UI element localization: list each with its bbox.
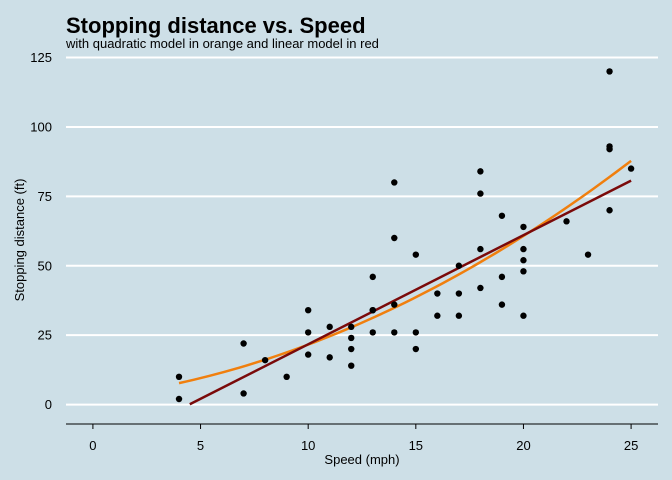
data-point xyxy=(391,329,398,336)
data-point xyxy=(498,212,506,219)
data-point xyxy=(477,284,484,292)
linear-fit-line xyxy=(189,179,632,406)
y-tick-label: 50 xyxy=(38,258,52,273)
chart-subtitle: with quadratic model in orange and linea… xyxy=(65,36,379,51)
data-point xyxy=(455,262,463,269)
data-point xyxy=(175,395,183,403)
y-tick-label: 25 xyxy=(38,328,52,343)
y-axis-label: Stopping distance (ft) xyxy=(12,179,27,302)
data-point xyxy=(240,390,247,397)
data-point xyxy=(326,323,333,331)
x-tick-label: 0 xyxy=(89,438,96,453)
fit-lines xyxy=(178,159,632,406)
x-tick-label: 10 xyxy=(301,438,315,453)
chart-title: Stopping distance vs. Speed xyxy=(66,13,366,38)
axes: 0 25 50 75 100 125 0 5 10 15 20 25 xyxy=(30,50,658,453)
data-point xyxy=(434,290,441,297)
gridlines xyxy=(66,56,658,406)
data-point xyxy=(391,179,398,186)
data-point xyxy=(520,245,527,253)
data-point xyxy=(606,207,613,214)
data-point xyxy=(175,373,183,381)
data-point xyxy=(261,356,269,364)
data-point xyxy=(606,143,613,150)
data-point xyxy=(412,251,420,258)
x-tick-label: 5 xyxy=(197,438,204,453)
data-point xyxy=(434,312,441,319)
x-tick-label: 20 xyxy=(516,438,530,453)
data-point xyxy=(304,351,312,358)
data-point xyxy=(520,223,527,231)
data-point xyxy=(391,301,398,308)
y-tick-label: 125 xyxy=(30,50,52,65)
data-point xyxy=(304,306,312,314)
y-tick-label: 100 xyxy=(30,119,52,134)
data-point xyxy=(304,329,312,336)
x-axis-label: Speed (mph) xyxy=(324,452,399,467)
data-point xyxy=(369,273,376,281)
data-point xyxy=(348,345,355,353)
data-point xyxy=(584,251,592,258)
data-point xyxy=(412,345,420,353)
data-point xyxy=(520,268,527,275)
data-point xyxy=(606,68,613,75)
data-point xyxy=(240,340,247,347)
data-point xyxy=(520,312,527,319)
y-tick-label: 0 xyxy=(45,397,52,412)
data-point xyxy=(391,234,398,242)
data-point xyxy=(348,323,355,331)
data-point xyxy=(455,312,463,319)
data-point xyxy=(520,257,527,264)
data-point xyxy=(326,354,333,361)
data-point xyxy=(477,190,484,197)
y-tick-label: 75 xyxy=(38,189,52,204)
data-point xyxy=(412,329,420,336)
data-point xyxy=(455,290,463,297)
data-point xyxy=(477,245,484,253)
data-point xyxy=(563,218,570,225)
data-point xyxy=(627,165,635,172)
data-point xyxy=(348,362,355,369)
quadratic-fit-line xyxy=(178,159,632,385)
x-tick-label: 25 xyxy=(624,438,638,453)
data-point xyxy=(477,168,484,175)
data-point xyxy=(369,306,376,314)
data-point xyxy=(369,329,376,336)
data-point xyxy=(498,301,506,308)
data-point xyxy=(348,334,355,342)
data-points xyxy=(175,68,635,403)
data-point xyxy=(498,273,506,281)
data-point xyxy=(283,373,290,381)
x-tick-label: 15 xyxy=(409,438,423,453)
